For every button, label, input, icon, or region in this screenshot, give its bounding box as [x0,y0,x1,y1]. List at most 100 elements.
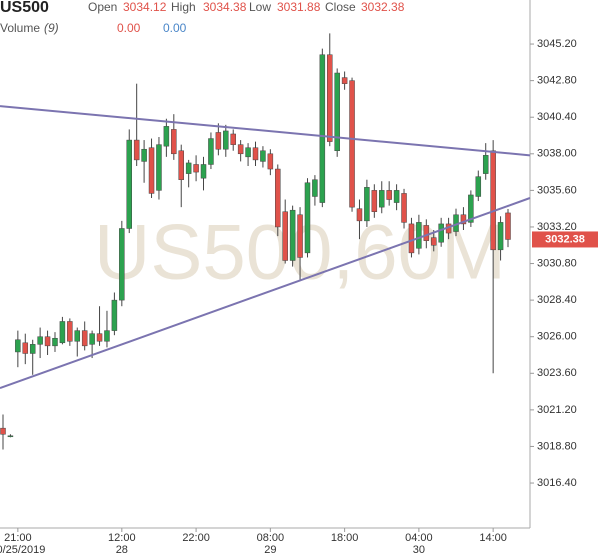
candle-body [171,129,177,155]
candle-body [416,222,422,249]
candle-body [430,237,437,246]
candle-body [223,130,229,150]
candle-body [74,330,81,342]
candle-body [193,164,199,173]
x-date-label: 29 [264,544,276,556]
price-tag [532,231,598,248]
candle-body [475,176,482,197]
candle-body [89,333,95,345]
candle-body [148,147,155,194]
open-label: Open [88,0,117,14]
x-tick-label: 21:00 [4,532,32,544]
candle-body [497,222,504,251]
x-tick-label: 22:00 [182,532,210,544]
y-tick-label: 3026.00 [537,331,577,343]
candle-body [275,168,281,228]
candle-body [208,138,214,165]
candle-body [230,133,236,145]
candle-body [29,344,36,354]
candle-body [356,208,363,222]
candle-body [200,164,207,179]
y-tick-label: 3035.60 [537,184,577,196]
volume-value: 0.00 [163,21,187,35]
x-date-label: 28 [116,544,128,556]
candle-body [52,337,58,347]
candle-body [104,330,110,342]
candle-body [67,321,73,342]
candle-body [267,153,274,170]
x-tick-label: 18:00 [331,532,359,544]
candle-body [468,194,474,223]
candle-body [393,190,400,203]
trendline [0,197,531,390]
low-value: 3031.88 [277,0,321,14]
candle-body [423,225,430,241]
candle-body [401,193,407,223]
candle-body [505,212,511,240]
trendline [0,105,531,157]
y-tick-label: 3033.20 [537,221,577,233]
candle-body [133,139,140,161]
x-tick-label: 04:00 [405,532,433,544]
x-tick-label: 14:00 [479,532,507,544]
candle-body [482,155,489,174]
candle-body [349,80,355,208]
high-label: High [171,0,196,14]
volume-period: (9) [44,21,59,35]
close-value: 3032.38 [361,0,405,14]
candle-body [111,299,118,331]
candle-body [15,339,21,353]
candle-body [44,336,51,347]
candle-body [7,435,14,438]
y-tick-label: 3018.80 [537,440,577,452]
candle-body [22,342,29,354]
candle-body [297,214,303,258]
candle-body [438,223,444,243]
candle-body [371,190,378,212]
candle-body [59,321,66,344]
symbol: US500 [0,0,49,16]
low-label: Low [249,0,271,14]
candle-body [156,144,162,191]
candle-body [252,147,259,161]
candle-body [460,214,467,225]
candle-body [386,190,392,200]
y-tick-label: 3021.20 [537,404,577,416]
candle-body [237,144,244,155]
candle-body [282,211,288,261]
x-date-label: 10/25/2019 [0,544,45,556]
candle-body [37,336,43,345]
candle-body [312,179,318,197]
y-tick-label: 3016.40 [537,477,577,489]
y-tick-label: 3042.80 [537,75,577,87]
candle-body [163,126,170,147]
volume-value: 0.00 [117,21,141,35]
candle-body [327,54,333,142]
candle-body [119,228,125,301]
candle-body [364,187,370,222]
candle-body [379,190,385,208]
y-tick-label: 3028.40 [537,294,577,306]
open-value: 3034.12 [123,0,167,14]
candle-body [260,150,266,162]
candle-body [0,427,6,435]
candle-body [319,54,326,203]
y-tick-label: 3045.20 [537,38,577,50]
y-tick-label: 3030.80 [537,257,577,269]
candle-body [215,132,222,150]
y-tick-label: 3038.00 [537,148,577,160]
candle-body [141,148,147,162]
candle-body [245,147,251,158]
x-tick-label: 08:00 [257,532,285,544]
candle-body [178,150,184,180]
volume-label: Volume [0,21,40,35]
candle-body [126,139,132,229]
candle-body [408,223,415,254]
candle-body [81,330,88,347]
price-tag-label: 3032.38 [545,233,585,245]
candle-body [96,333,103,342]
high-value: 3034.38 [203,0,247,14]
y-tick-label: 3040.40 [537,111,577,123]
